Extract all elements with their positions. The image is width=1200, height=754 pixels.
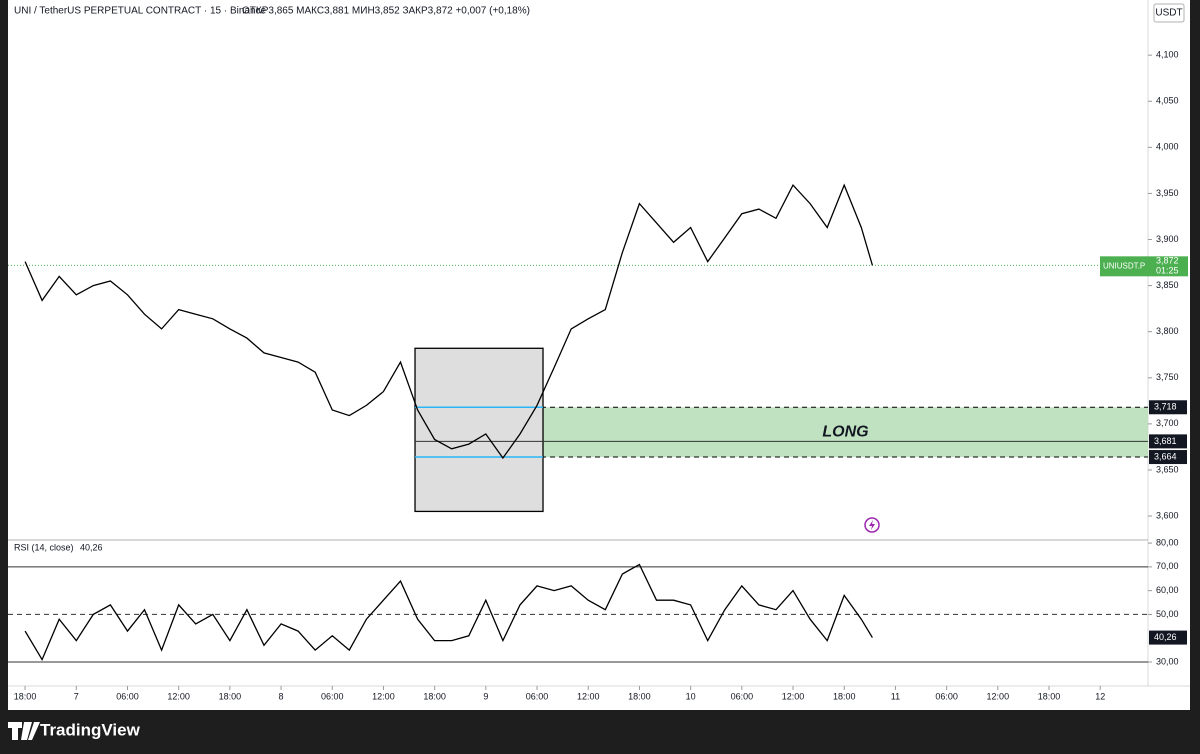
brand-logo (8, 722, 40, 740)
y-tick-label: 3,850 (1156, 280, 1179, 290)
y-tick-label: 3,900 (1156, 234, 1179, 244)
indicator-badge (1149, 630, 1187, 645)
y-tick-label: 60,00 (1156, 585, 1179, 595)
x-tick-label: 9 (483, 691, 488, 701)
y-tick-label: 4,050 (1156, 96, 1179, 106)
y-tick-label: 3,650 (1156, 464, 1179, 474)
series-line (24, 563, 873, 662)
y-tick-label: 30,00 (1156, 656, 1179, 666)
x-tick-label: 06:00 (731, 691, 754, 701)
indicator-title: RSI (14, close) (14, 542, 74, 552)
x-tick-label: 12:00 (577, 691, 600, 701)
y-tick-label: 3,750 (1156, 372, 1179, 382)
x-tick-label: 7 (74, 691, 79, 701)
level-label: 3,664 (1154, 451, 1177, 461)
y-tick-label: 4,100 (1156, 50, 1179, 60)
x-tick-label: 06:00 (935, 691, 958, 701)
x-tick-label: 12:00 (372, 691, 395, 701)
level-label: 3,681 (1154, 436, 1177, 446)
x-tick-label: 18:00 (833, 691, 856, 701)
volume-profile-box (414, 347, 544, 513)
indicator-value: 40,26 (80, 542, 103, 552)
x-tick-label: 8 (279, 691, 284, 701)
zone-label: LONG (822, 423, 868, 440)
bar-timer: 01:25 (1156, 266, 1179, 276)
y-tick-label: 3,800 (1156, 326, 1179, 336)
x-tick-label: 11 (891, 691, 900, 701)
indicator-badge-label: 40,26 (1154, 632, 1177, 642)
currency-label: USDT (1155, 8, 1182, 19)
x-tick-label: 06:00 (526, 691, 549, 701)
x-tick-label: 18:00 (1038, 691, 1061, 701)
x-tick-label: 18:00 (423, 691, 446, 701)
x-tick-label: 06:00 (116, 691, 139, 701)
long-zone (543, 407, 1148, 458)
level-badge (1149, 400, 1187, 415)
x-tick-label: 12:00 (987, 691, 1010, 701)
x-tick-label: 18:00 (628, 691, 651, 701)
level-badge (1149, 434, 1187, 449)
x-tick-label: 10 (686, 691, 696, 701)
last-price-badge (1100, 256, 1188, 277)
x-tick-label: 12 (1095, 691, 1105, 701)
y-tick-label: 3,600 (1156, 510, 1179, 520)
x-tick-label: 12:00 (167, 691, 190, 701)
series-name-label: UNIUSDT.P (1103, 261, 1145, 270)
y-tick-label: 3,700 (1156, 418, 1179, 428)
last-price-label: 3,872 (1156, 256, 1179, 266)
y-tick-label: 3,950 (1156, 188, 1179, 198)
x-tick-label: 06:00 (321, 691, 344, 701)
event-icon-bolt (869, 520, 875, 530)
x-tick-label: 18:00 (219, 691, 242, 701)
ohlc-values: ОТКР3,865 МАКС3,881 МИН3,852 ЗАКР3,872 +… (242, 6, 530, 17)
level-label: 3,718 (1154, 402, 1177, 412)
x-tick-label: 12:00 (782, 691, 805, 701)
y-tick-label: 4,000 (1156, 142, 1179, 152)
currency-badge[interactable] (1153, 3, 1185, 23)
y-tick-label: 70,00 (1156, 561, 1179, 571)
level-badge (1149, 450, 1187, 465)
y-tick-label: 50,00 (1156, 609, 1179, 619)
series-line (24, 183, 874, 460)
chart-background (8, 0, 1190, 710)
symbol-title: UNI / TetherUS PERPETUAL CONTRACT · 15 ·… (14, 6, 267, 17)
brand-name: TradingView (40, 720, 141, 739)
price-axis (1148, 0, 1190, 710)
y-tick-label: 80,00 (1156, 537, 1179, 547)
x-tick-label: 18:00 (14, 691, 37, 701)
